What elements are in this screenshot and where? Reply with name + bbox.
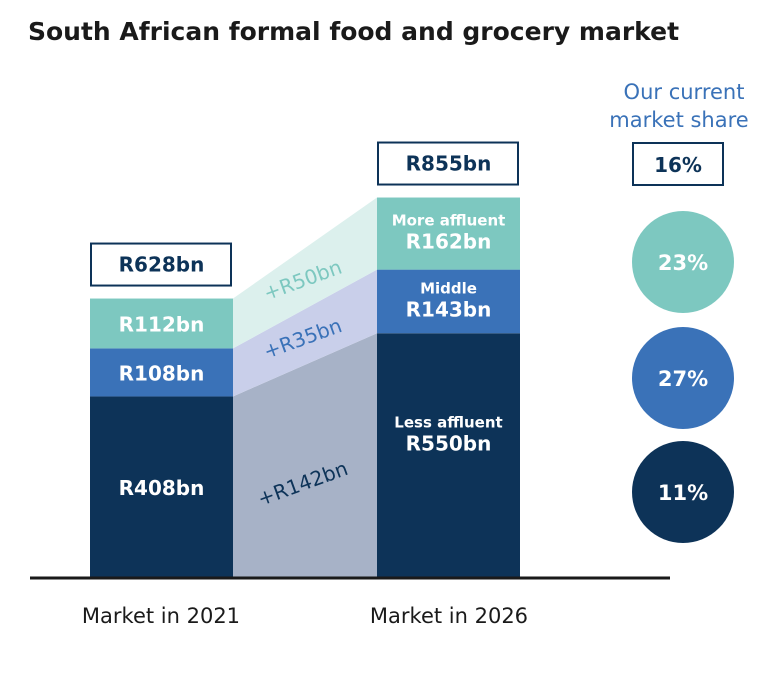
share-total-box <box>632 142 724 186</box>
total-box <box>377 141 519 186</box>
data-label: R162bn <box>406 230 492 254</box>
data-label: R108bn <box>119 361 205 385</box>
category-label-2021: Market in 2021 <box>82 604 240 628</box>
data-label: R408bn <box>119 476 205 500</box>
share-heading-line1: Our current <box>624 80 745 104</box>
growth-band-middle <box>233 269 377 397</box>
segment-name: Less affluent <box>394 414 502 432</box>
share-circle-more-affluent <box>632 211 734 313</box>
share-label: 11% <box>658 481 708 505</box>
total-label: R855bn <box>406 152 492 176</box>
data-label: R550bn <box>406 432 492 456</box>
category-label-2026: Market in 2026 <box>370 604 528 628</box>
share-heading-line2: market share <box>609 108 748 132</box>
growth-band-less-affluent <box>233 333 377 578</box>
bar-segment-middle <box>90 348 233 397</box>
bar-segment-more-affluent <box>90 298 233 349</box>
bar-segment-more-affluent <box>377 197 520 270</box>
data-label: R143bn <box>406 297 492 321</box>
segment-name: More affluent <box>392 212 506 230</box>
bar-segment-less-affluent <box>90 396 233 578</box>
total-box <box>90 242 232 287</box>
growth-band-more-affluent <box>233 197 377 349</box>
bar-segment-middle <box>377 269 520 334</box>
share-label: 23% <box>658 251 708 275</box>
bar-segment-less-affluent <box>377 333 520 578</box>
share-circle-less-affluent <box>632 441 734 543</box>
share-total: 16% <box>654 153 702 177</box>
segment-name: Middle <box>420 279 477 297</box>
share-label: 27% <box>658 367 708 391</box>
share-circle-middle <box>632 327 734 429</box>
chart-title: South African formal food and grocery ma… <box>28 17 679 46</box>
total-label: R628bn <box>119 253 205 277</box>
data-label: R112bn <box>119 312 205 336</box>
